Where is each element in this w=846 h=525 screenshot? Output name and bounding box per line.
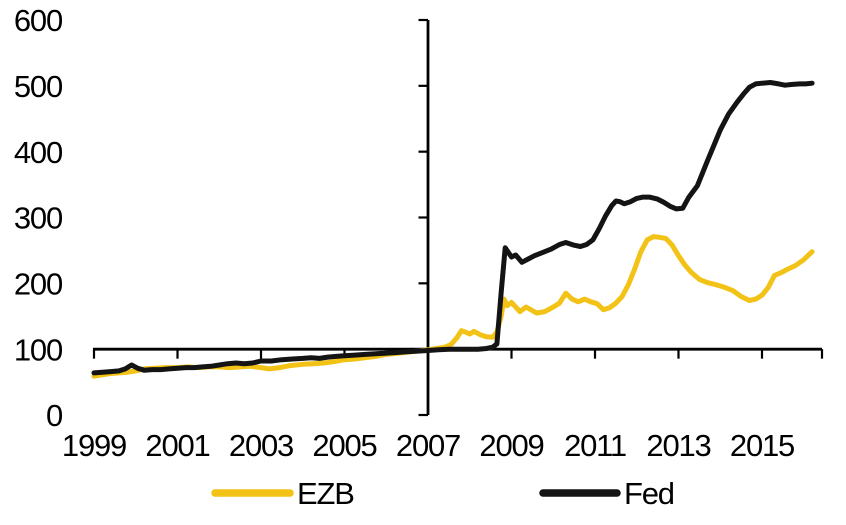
y-axis-labels: 0 100 200 300 400 500 600 xyxy=(14,3,64,433)
legend-label: EZB xyxy=(297,476,354,511)
series-line-fed xyxy=(91,80,815,376)
y-tick-label: 100 xyxy=(14,332,63,367)
x-tick-label: 2011 xyxy=(564,428,626,463)
x-tick-label: 2009 xyxy=(479,428,543,463)
y-tick-label: 300 xyxy=(14,201,63,236)
x-tick-label: 2013 xyxy=(646,428,710,463)
x-tick-label: 2005 xyxy=(312,428,376,463)
x-tick-label: 1999 xyxy=(62,428,126,463)
x-tick-label: 2003 xyxy=(229,428,293,463)
y-tick-label: 600 xyxy=(14,3,63,38)
y-tick-label: 500 xyxy=(14,69,63,104)
x-tick-label: 2015 xyxy=(730,428,794,463)
legend-label: Fed xyxy=(624,476,674,511)
x-tick-label: 2001 xyxy=(145,428,209,463)
legend-item-ezb: EZB xyxy=(211,476,355,511)
y-tick-label: 0 xyxy=(46,398,63,433)
y-tick-label: 200 xyxy=(14,266,63,301)
y-axis xyxy=(418,18,430,417)
y-tick-label: 400 xyxy=(14,135,63,170)
legend-item-fed: Fed xyxy=(539,476,675,511)
legend: EZB Fed xyxy=(211,476,675,511)
series-line-ezb xyxy=(91,234,815,379)
x-axis-labels: 1999 2001 2003 2005 2007 2009 2011 2013 2015 xyxy=(62,428,795,463)
x-tick-label: 2007 xyxy=(396,428,460,463)
